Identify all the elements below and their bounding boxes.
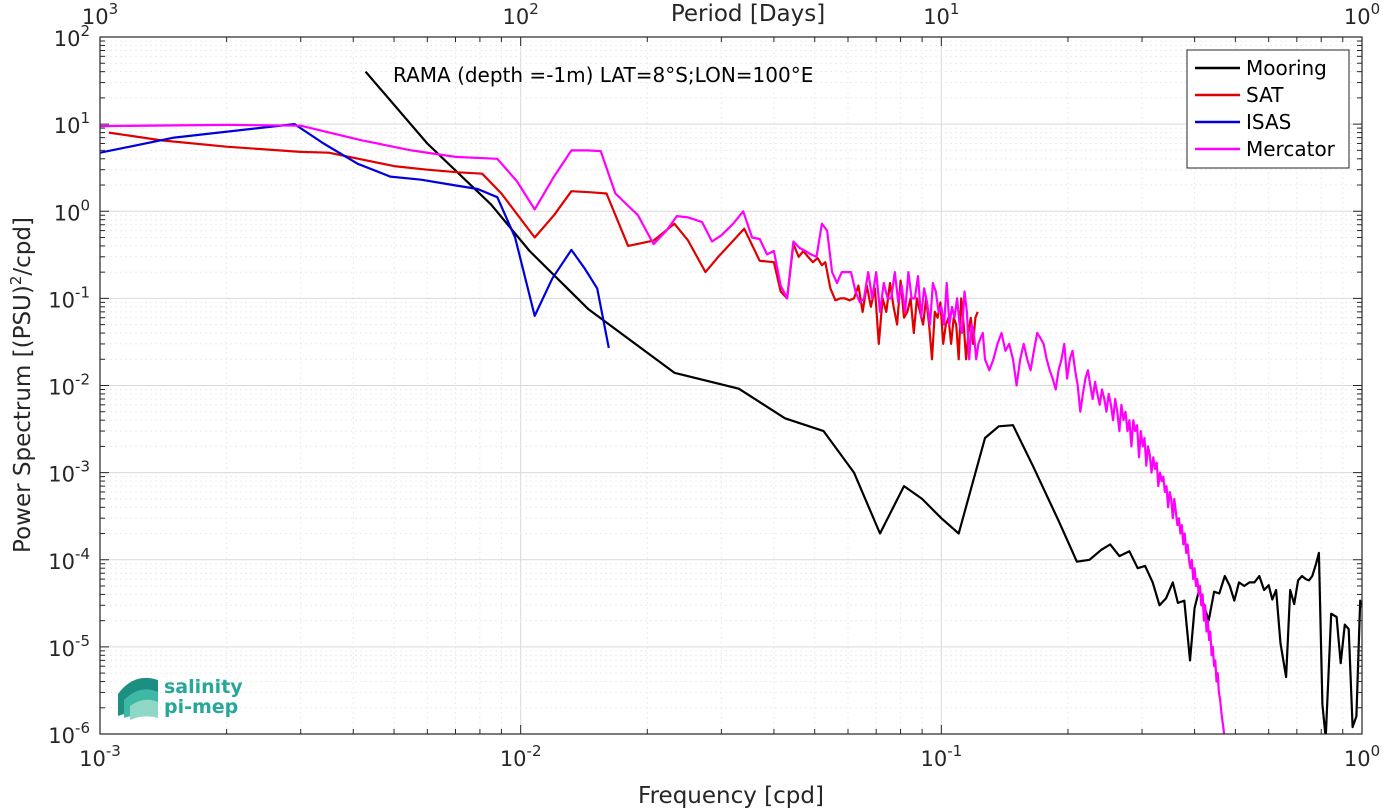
x-axis-title: Frequency [cpd] [638,783,824,809]
series-line-isas [100,123,610,349]
y-axis-title: Power Spectrum [(PSU)2/cpd] [7,217,36,553]
top-axis-title: Period [Days] [671,1,825,27]
salinity-pi-mep-logo: salinity pi-mep [118,676,243,720]
x-tick-label: 10-1 [920,742,962,771]
top-tick-label: 100 [1344,0,1380,29]
y-tick-label: 10-6 [48,719,90,748]
series-line-mercator [100,123,1226,734]
y-tick-label: 101 [54,109,90,138]
series-line-mooring [364,70,1362,734]
top-tick-label: 102 [503,0,539,29]
x-tick-label: 10-2 [500,742,542,771]
grid [99,37,1362,735]
series-layer [100,70,1362,734]
legend-label-isas: ISAS [1246,110,1291,134]
legend: Mooring SAT ISAS Mercator [1186,49,1350,169]
tick-marks [100,37,1362,734]
x-tick-label: 100 [1344,742,1380,771]
logo-text-salinity: salinity [164,676,243,698]
y-tick-label: 10-4 [48,545,90,574]
y-tick-label: 10-3 [48,458,90,487]
top-tick-label: 103 [82,0,118,29]
series-line-sat [108,131,979,361]
legend-label-sat: SAT [1246,83,1284,107]
y-tick-label: 100 [54,196,90,225]
y-tick-label: 10-5 [48,632,90,661]
wave-logo-icon [118,677,158,720]
y-tick-label: 10-1 [48,283,90,312]
y-tick-label: 10-2 [48,371,90,400]
x-tick-label: 10-3 [79,742,121,771]
legend-label-mooring: Mooring [1246,56,1327,80]
y-tick-label: 102 [54,22,90,51]
legend-label-mercator: Mercator [1246,137,1336,161]
logo-text-pi-mep: pi-mep [164,696,238,718]
chart-annotation: RAMA (depth =-1m) LAT=8°S;LON=100°E [393,63,813,87]
top-tick-label: 101 [923,0,959,29]
